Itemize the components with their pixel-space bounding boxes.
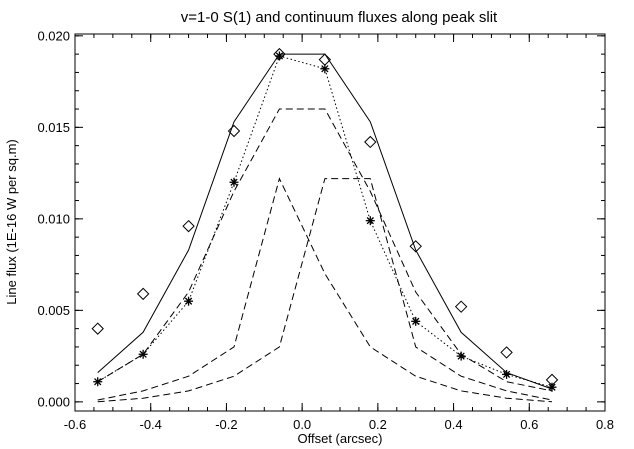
series-line-dashed bbox=[97, 177, 553, 403]
series-line-dashed bbox=[97, 108, 553, 392]
asterisk-marker bbox=[229, 177, 239, 187]
diamond-marker bbox=[91, 322, 104, 335]
series-layer bbox=[91, 47, 559, 403]
asterisk-marker bbox=[320, 64, 330, 74]
asterisk-marker bbox=[502, 369, 512, 379]
diamond-marker bbox=[364, 135, 377, 149]
diamond-marker bbox=[182, 219, 195, 233]
x-tick-label: 0.2 bbox=[369, 417, 387, 432]
plot-frame bbox=[74, 33, 606, 412]
diamond-marker bbox=[454, 300, 468, 313]
y-axis-label: Line flux (1E-16 W per sq.m) bbox=[4, 139, 19, 304]
asterisk-marker bbox=[547, 382, 557, 392]
diamond-marker bbox=[136, 287, 150, 301]
x-tick-label: -0.6 bbox=[64, 417, 86, 432]
x-tick-label: 0.6 bbox=[520, 417, 538, 432]
y-tick-label: 0.020 bbox=[37, 28, 70, 43]
diamond-marker bbox=[227, 124, 241, 138]
asterisk-marker bbox=[184, 296, 194, 306]
x-axis-label: Offset (arcsec) bbox=[297, 431, 382, 446]
x-tick-label: 0.8 bbox=[596, 417, 614, 432]
chart-title: v=1-0 S(1) and continuum fluxes along pe… bbox=[181, 9, 498, 26]
y-tick-label: 0.015 bbox=[37, 120, 70, 135]
x-tick-label: 0.4 bbox=[445, 417, 463, 432]
x-tick-label: -0.4 bbox=[140, 417, 162, 432]
x-tick-label: 0.0 bbox=[293, 417, 311, 432]
axis-ticks: -0.6 -0.4 -0.2 0.0 0.2 0.4 0.6 0.8 0.000 0.005 0.0… bbox=[37, 28, 614, 432]
series-line-dashed bbox=[97, 178, 553, 403]
asterisk-marker bbox=[138, 349, 148, 359]
series-line-solid bbox=[97, 53, 553, 390]
series-line-dotted-line-asterisk-markers bbox=[97, 55, 553, 388]
x-tick-label: -0.2 bbox=[215, 417, 237, 432]
y-tick-label: 0.000 bbox=[37, 394, 70, 409]
diamond-marker bbox=[409, 240, 422, 253]
y-tick-label: 0.005 bbox=[37, 303, 70, 318]
asterisk-marker bbox=[411, 316, 421, 326]
diamond-marker bbox=[500, 346, 513, 359]
y-tick-label: 0.010 bbox=[37, 211, 70, 226]
asterisk-marker bbox=[365, 216, 375, 226]
